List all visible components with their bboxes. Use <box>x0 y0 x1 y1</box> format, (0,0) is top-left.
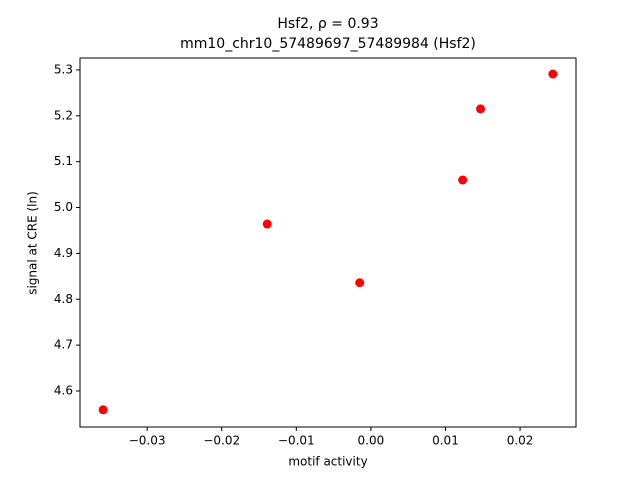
y-tick-label: 5.2 <box>54 108 73 122</box>
y-tick-label: 5.0 <box>54 200 73 214</box>
x-tick-label: 0.02 <box>507 434 534 448</box>
y-tick-label: 4.8 <box>54 292 73 306</box>
point <box>355 278 365 288</box>
y-tick-label: 5.3 <box>54 62 73 76</box>
point <box>476 104 486 114</box>
x-tick-label: 0.00 <box>358 434 385 448</box>
y-axis-label: signal at CRE (ln) <box>26 191 40 295</box>
x-axis-label: motif activity <box>288 455 367 469</box>
chart-subtitle: mm10_chr10_57489697_57489984 (Hsf2) <box>180 36 476 52</box>
point <box>98 405 108 415</box>
y-tick-label: 5.1 <box>54 154 73 168</box>
x-tick-label: 0.01 <box>432 434 459 448</box>
y-tick-label: 4.7 <box>54 338 73 352</box>
y-tick-label: 4.9 <box>54 246 73 260</box>
x-tick-label: −0.01 <box>278 434 315 448</box>
x-tick-label: −0.03 <box>129 434 166 448</box>
plot-frame <box>79 57 577 428</box>
chart-title: Hsf2, ρ = 0.93 <box>277 16 378 32</box>
point <box>548 69 558 79</box>
y-tick-label: 4.6 <box>54 383 73 397</box>
x-tick-label: −0.02 <box>203 434 240 448</box>
point <box>262 219 272 229</box>
point <box>458 175 468 185</box>
